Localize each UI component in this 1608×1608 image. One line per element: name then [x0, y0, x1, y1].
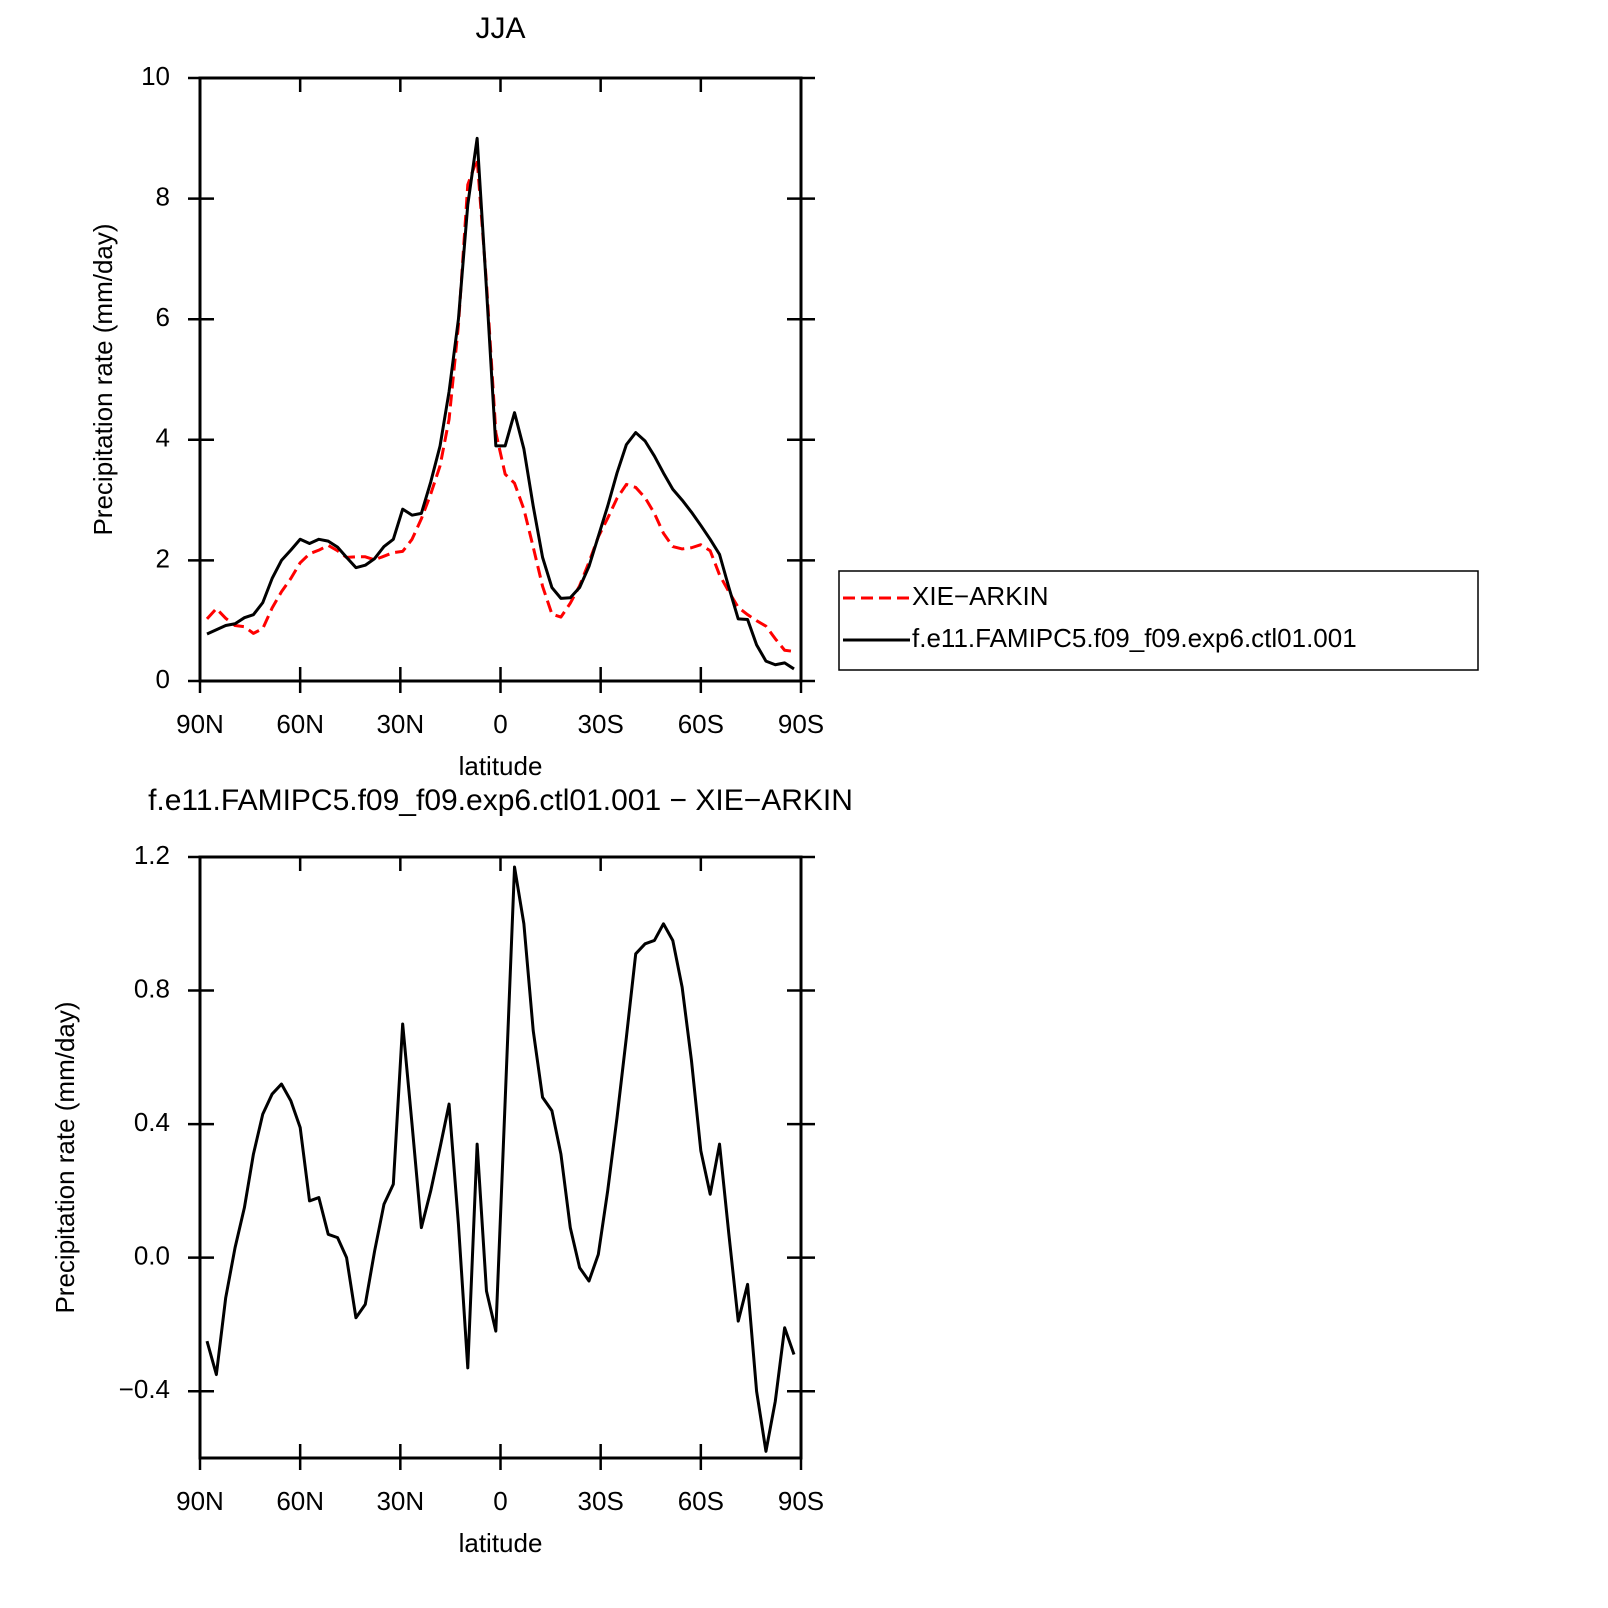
x-tick-label: 0 [493, 1486, 507, 1516]
x-tick-label: 0 [493, 709, 507, 739]
y-tick-label: 8 [156, 181, 170, 211]
plot-frame [198, 76, 803, 683]
chart-title: JJA [475, 12, 525, 45]
chart-title: f.e11.FAMIPC5.f09_f09.exp6.ctl01.001 − X… [148, 784, 853, 817]
legend-box [838, 570, 1479, 671]
x-tick-label: 60N [276, 1486, 324, 1516]
y-tick-label: 4 [156, 423, 170, 453]
legend-label: XIE−ARKIN [912, 581, 1049, 611]
x-tick-label: 60S [678, 1486, 724, 1516]
legend-label: f.e11.FAMIPC5.f09_f09.exp6.ctl01.001 [912, 623, 1357, 653]
plot-frame [198, 855, 803, 1460]
x-axis-label: latitude [459, 1528, 543, 1558]
y-axis-label: Precipitation rate (mm/day) [50, 1001, 80, 1313]
y-tick-label: 0.0 [134, 1241, 170, 1271]
x-tick-label: 90S [778, 709, 824, 739]
x-tick-label: 60N [276, 709, 324, 739]
x-tick-label: 30S [578, 709, 624, 739]
data-line [205, 157, 795, 653]
y-tick-label: 0.8 [134, 973, 170, 1003]
y-axis-label: Precipitation rate (mm/day) [88, 223, 118, 535]
x-tick-label: 60S [678, 709, 724, 739]
y-tick-label: 1.2 [134, 840, 170, 870]
y-tick-label: 2 [156, 543, 170, 573]
x-tick-label: 90N [176, 709, 224, 739]
x-tick-label: 30N [376, 709, 424, 739]
data-line [206, 136, 795, 671]
x-tick-label: 90S [778, 1486, 824, 1516]
y-tick-label: −0.4 [119, 1374, 170, 1404]
x-tick-label: 30N [376, 1486, 424, 1516]
x-tick-label: 30S [578, 1486, 624, 1516]
x-axis-label: latitude [459, 751, 543, 781]
y-tick-label: 10 [141, 61, 170, 91]
x-tick-label: 90N [176, 1486, 224, 1516]
y-tick-label: 0.4 [134, 1107, 170, 1137]
y-tick-label: 0 [156, 664, 170, 694]
y-tick-label: 6 [156, 302, 170, 332]
data-line [205, 865, 796, 1453]
